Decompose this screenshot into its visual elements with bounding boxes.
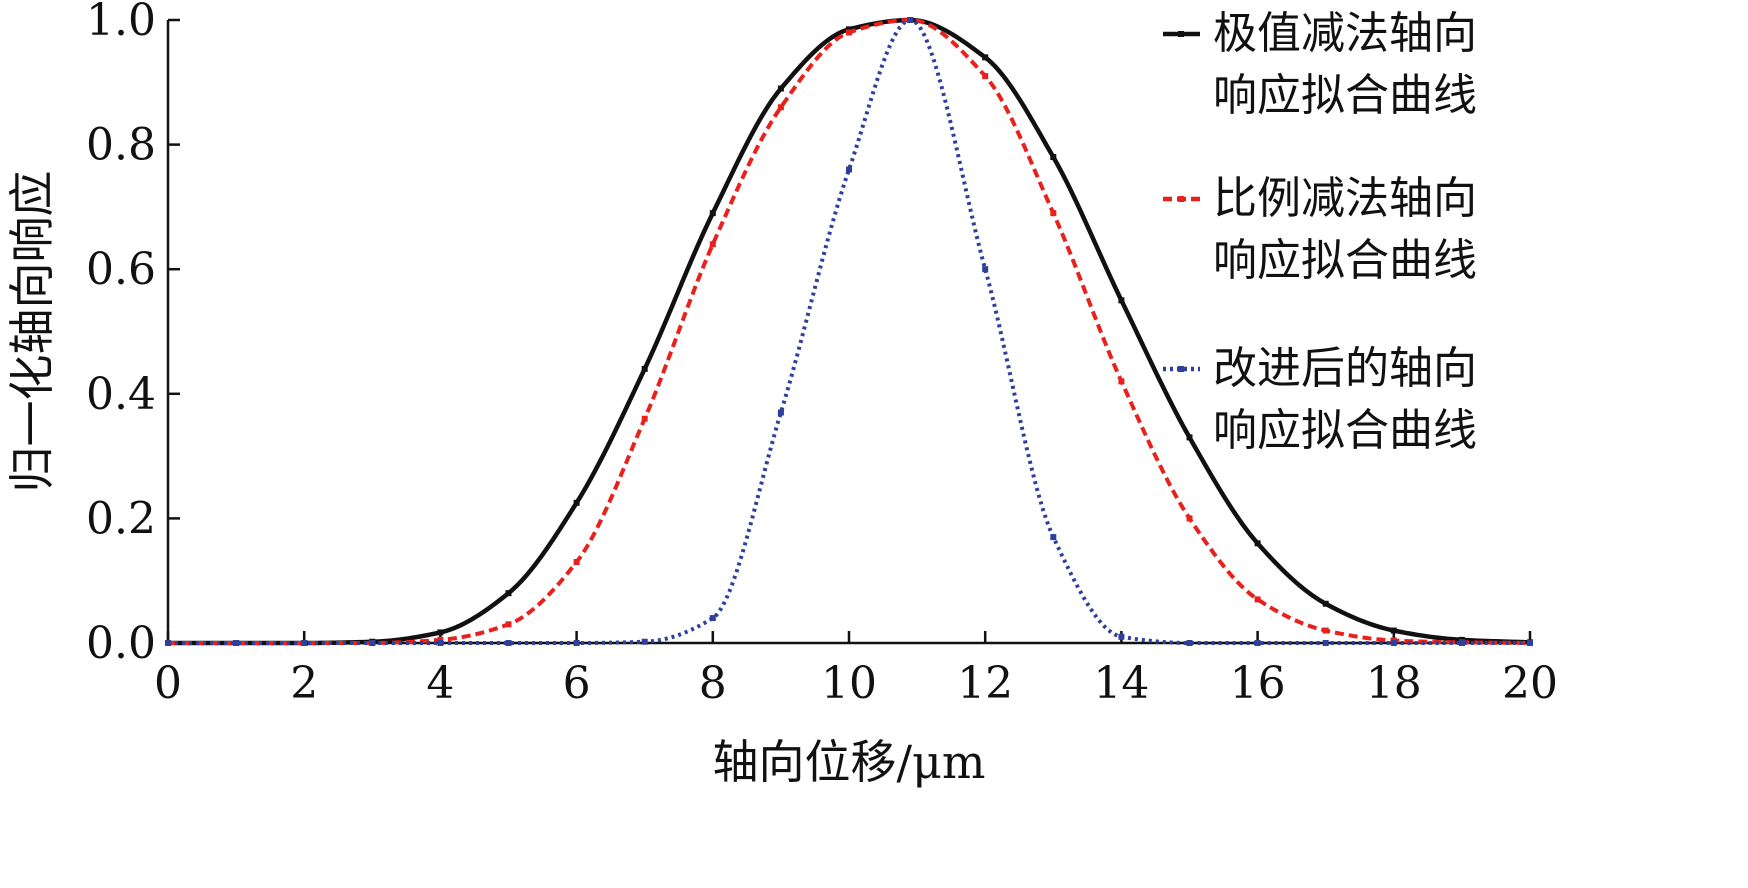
series-3-point xyxy=(233,640,240,646)
series-3-point xyxy=(1050,534,1057,541)
series-1-point xyxy=(1390,627,1397,634)
series-2-point xyxy=(437,636,444,643)
series-3-point xyxy=(301,640,308,646)
series-2-point xyxy=(982,73,989,80)
legend-label-line1: 极值减法轴向 xyxy=(1213,8,1477,59)
x-tick-label: 16 xyxy=(1230,658,1286,709)
series-3-point xyxy=(907,17,914,23)
x-tick-label: 8 xyxy=(699,658,727,709)
series-1-point xyxy=(709,210,716,217)
series-2-point xyxy=(777,104,784,111)
series-3-point xyxy=(641,638,648,645)
x-axis-title: 轴向位移/μm xyxy=(712,735,985,789)
series-3-point xyxy=(846,166,852,173)
x-tick-label: 4 xyxy=(426,658,454,709)
legend-label-line2: 响应拟合曲线 xyxy=(1213,70,1477,121)
series-2-point xyxy=(1118,378,1125,385)
x-tick-label: 18 xyxy=(1366,658,1422,709)
series-3-point xyxy=(573,640,580,646)
x-tick-label: 14 xyxy=(1093,658,1149,709)
x-tick-label: 20 xyxy=(1502,658,1558,709)
series-1-point xyxy=(982,54,989,61)
series-1-point xyxy=(846,26,852,33)
y-tick-label: 0.0 xyxy=(86,618,156,669)
series-3-point xyxy=(709,615,716,622)
series-3-point xyxy=(505,640,512,646)
series-3-point xyxy=(1527,640,1533,646)
series-1-point xyxy=(1050,154,1057,161)
series-1-point xyxy=(777,85,784,92)
series-3-point xyxy=(1458,640,1465,646)
legend-label-line2: 响应拟合曲线 xyxy=(1213,405,1477,456)
legend-label-line2: 响应拟合曲线 xyxy=(1213,235,1477,286)
x-tick-label: 6 xyxy=(563,658,591,709)
y-tick-label: 0.8 xyxy=(86,120,156,171)
series-2-point xyxy=(846,29,852,36)
x-tick-label: 2 xyxy=(290,658,318,709)
series-3-point xyxy=(437,640,444,646)
series-2-point xyxy=(505,621,512,628)
legend-marker-3 xyxy=(1178,366,1184,372)
series-1-point xyxy=(1322,600,1329,607)
series-1-point xyxy=(1118,297,1125,304)
legend-label-line1: 比例减法轴向 xyxy=(1213,173,1477,224)
series-1-point xyxy=(1254,540,1261,547)
y-tick-label: 0.4 xyxy=(86,369,156,420)
legend-label-line1: 改进后的轴向 xyxy=(1213,343,1477,394)
series-3-point xyxy=(982,266,989,273)
y-tick-label: 0.6 xyxy=(86,244,156,295)
series-3-point xyxy=(1118,633,1125,640)
series-layer xyxy=(165,17,1533,646)
series-2-point xyxy=(573,559,580,566)
series-2-point xyxy=(1186,515,1193,522)
series-2-point xyxy=(641,415,648,422)
y-tick-label: 1.0 xyxy=(86,0,156,46)
series-2-point xyxy=(709,241,716,248)
legend-marker-2 xyxy=(1178,196,1184,202)
series-3-point xyxy=(777,409,784,416)
y-tick-label: 0.2 xyxy=(86,493,156,544)
series-line-3 xyxy=(168,17,1530,645)
series-2-point xyxy=(1050,210,1057,217)
y-axis-title: 归一化轴向响应 xyxy=(5,171,59,493)
series-2-point xyxy=(1254,596,1261,603)
series-2-point xyxy=(1322,627,1329,634)
x-tick-label: 0 xyxy=(154,658,182,709)
series-3-point xyxy=(165,640,171,646)
series-1-point xyxy=(437,629,444,636)
series-1-point xyxy=(1186,434,1193,441)
series-3-point xyxy=(369,640,376,646)
series-1-point xyxy=(505,590,512,597)
legend-marker-1 xyxy=(1178,31,1184,37)
x-tick-label: 10 xyxy=(821,658,877,709)
x-tick-label: 12 xyxy=(957,658,1013,709)
axes: 0 2 4 6 8 10 12 14 16 18 20 0.0 0.2 0.4 0.6 0.8 1.0 xyxy=(86,0,1558,709)
series-1-point xyxy=(573,499,580,506)
series-3-point xyxy=(1390,640,1397,646)
series-3-point xyxy=(1254,640,1261,646)
series-1-point xyxy=(641,365,648,372)
series-3-point xyxy=(1186,640,1193,646)
series-3-point xyxy=(1322,640,1329,646)
